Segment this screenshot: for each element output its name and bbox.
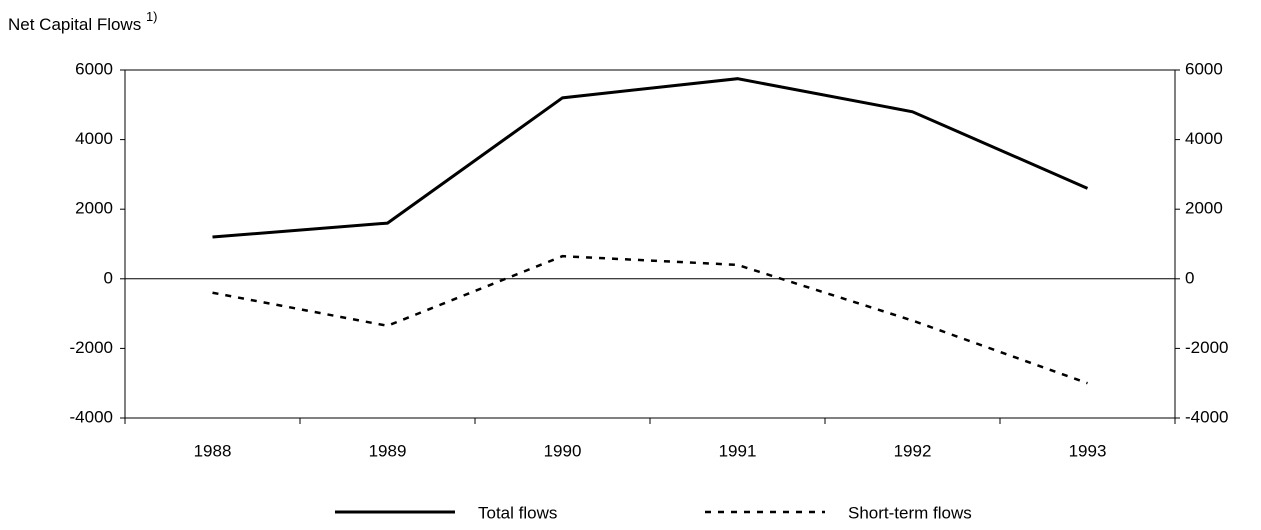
x-tick-label: 1991 [719, 441, 757, 460]
y-tick-label: 0 [104, 268, 113, 287]
chart-title: Net Capital Flows 1) [8, 9, 158, 34]
series-line [212, 254, 1088, 385]
y-tick-label: -2000 [70, 338, 113, 357]
y2-tick-label: 2000 [1185, 199, 1223, 218]
legend-label: Total flows [478, 503, 557, 522]
x-tick-label: 1992 [894, 441, 932, 460]
y2-tick-label: -2000 [1185, 338, 1228, 357]
y-tick-label: -4000 [70, 407, 113, 426]
legend-label: Short-term flows [848, 503, 972, 522]
y-tick-label: 6000 [75, 59, 113, 78]
y2-tick-label: 4000 [1185, 129, 1223, 148]
x-tick-label: 1990 [544, 441, 582, 460]
y2-tick-label: 0 [1185, 268, 1194, 287]
series-line [212, 77, 1089, 239]
y-tick-label: 2000 [75, 199, 113, 218]
x-tick-label: 1988 [194, 441, 232, 460]
x-tick-label: 1989 [369, 441, 407, 460]
y-tick-label: 4000 [75, 129, 113, 148]
y2-tick-label: -4000 [1185, 407, 1228, 426]
x-tick-label: 1993 [1069, 441, 1107, 460]
y2-tick-label: 6000 [1185, 59, 1223, 78]
